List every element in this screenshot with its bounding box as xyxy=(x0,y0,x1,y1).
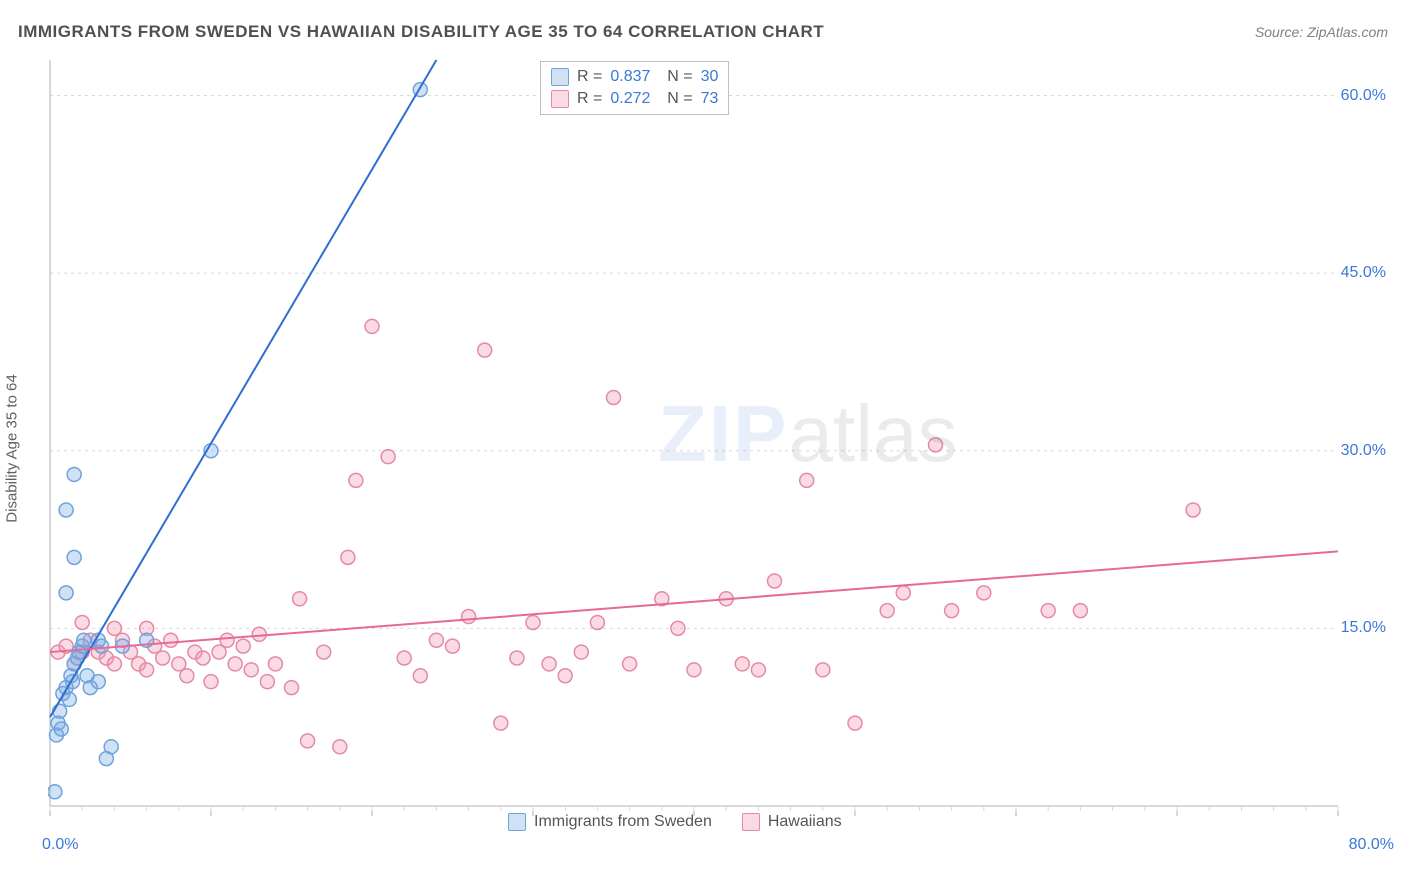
y-tick-label: 60.0% xyxy=(1341,87,1386,105)
stat-r-label: R = xyxy=(577,90,602,108)
stats-row: R = 0.272 N = 73 xyxy=(551,88,718,110)
legend-label: Hawaiians xyxy=(768,813,842,831)
stats-row: R = 0.837 N = 30 xyxy=(551,66,718,88)
stat-n-label: N = xyxy=(658,68,692,86)
stat-r-value: 0.272 xyxy=(610,90,650,108)
stat-r-label: R = xyxy=(577,68,602,86)
bottom-legend: Immigrants from Sweden Hawaiians xyxy=(508,813,842,831)
stat-r-value: 0.837 xyxy=(610,68,650,86)
legend-swatch xyxy=(508,813,526,831)
scatter-chart xyxy=(48,58,1388,828)
legend-label: Immigrants from Sweden xyxy=(534,813,712,831)
stat-n-value: 73 xyxy=(701,90,719,108)
legend-swatch xyxy=(551,68,569,86)
legend-swatch xyxy=(742,813,760,831)
legend-item: Immigrants from Sweden xyxy=(508,813,712,831)
stat-n-value: 30 xyxy=(701,68,719,86)
legend-item: Hawaiians xyxy=(742,813,842,831)
stat-n-label: N = xyxy=(658,90,692,108)
x-axis-min-label: 0.0% xyxy=(42,836,78,854)
stats-legend-box: R = 0.837 N = 30R = 0.272 N = 73 xyxy=(540,61,729,115)
y-tick-label: 45.0% xyxy=(1341,264,1386,282)
chart-source: Source: ZipAtlas.com xyxy=(1255,24,1388,40)
y-tick-label: 15.0% xyxy=(1341,619,1386,637)
y-tick-label: 30.0% xyxy=(1341,442,1386,460)
y-axis-label: Disability Age 35 to 64 xyxy=(4,374,21,522)
plot-area: ZIPatlas R = 0.837 N = 30R = 0.272 N = 7… xyxy=(48,58,1388,828)
chart-header: IMMIGRANTS FROM SWEDEN VS HAWAIIAN DISAB… xyxy=(18,22,1388,42)
legend-swatch xyxy=(551,90,569,108)
chart-title: IMMIGRANTS FROM SWEDEN VS HAWAIIAN DISAB… xyxy=(18,22,824,42)
x-axis-max-label: 80.0% xyxy=(1349,836,1394,854)
